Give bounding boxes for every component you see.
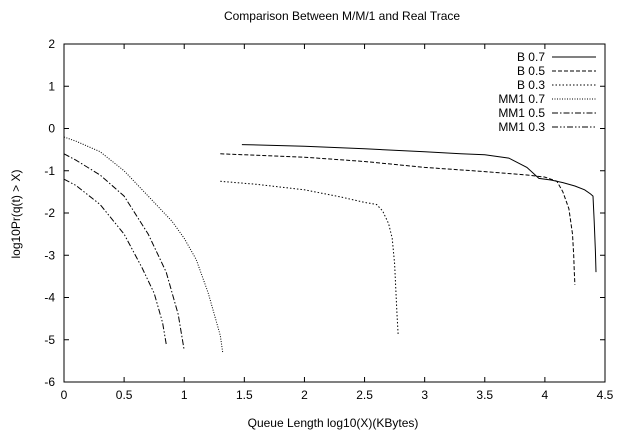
y-tick-label: 2 <box>48 37 55 51</box>
x-tick-label: 4 <box>542 388 549 402</box>
y-tick-label: -4 <box>44 291 55 305</box>
y-tick-label: 1 <box>48 79 55 93</box>
series-line-mm1-0-7 <box>63 136 224 353</box>
x-tick-label: 0.5 <box>116 388 133 402</box>
x-tick-label: 3 <box>421 388 428 402</box>
chart-title: Comparison Between M/M/1 and Real Trace <box>224 9 460 23</box>
x-tick-label: 2.5 <box>356 388 373 402</box>
y-tick-label: 0 <box>48 122 55 136</box>
legend-label-mm1-0-5: MM1 0.5 <box>498 106 545 120</box>
series-layer <box>63 136 597 353</box>
series-line-mm1-0-3 <box>63 178 167 345</box>
x-tick-label: 1.5 <box>236 388 253 402</box>
legend-label-mm1-0-3: MM1 0.3 <box>498 120 545 134</box>
axis-ticks: 0 0.5 1 1.5 2 2.5 3 3.5 4 4.5 2 1 0 -1 -2 -3 -4 -5 -6 <box>44 37 613 402</box>
y-tick-label: -1 <box>44 164 55 178</box>
y-tick-label: -5 <box>44 333 55 347</box>
x-tick-label: 3.5 <box>476 388 493 402</box>
x-tick-label: 2 <box>301 388 308 402</box>
series-line-b-0-7 <box>241 144 597 273</box>
y-tick-label: -6 <box>44 375 55 389</box>
x-tick-label: 0 <box>61 388 68 402</box>
x-tick-label: 4.5 <box>597 388 614 402</box>
series-line-mm1-0-5 <box>63 153 185 351</box>
y-tick-label: -3 <box>44 248 55 262</box>
y-tick-label: -2 <box>44 206 55 220</box>
x-tick-label: 1 <box>181 388 188 402</box>
legend-label-b-0-7: B 0.7 <box>517 50 545 64</box>
legend-label-b-0-3: B 0.3 <box>517 78 545 92</box>
legend-label-b-0-5: B 0.5 <box>517 64 545 78</box>
series-line-b-0-5 <box>220 153 576 285</box>
legend-label-mm1-0-7: MM1 0.7 <box>498 92 545 106</box>
x-axis-label: Queue Length log10(X)(KBytes) <box>248 416 419 430</box>
series-line-b-0-3 <box>220 180 399 336</box>
y-axis-label: log10Pr(q(t) > X) <box>9 169 23 258</box>
